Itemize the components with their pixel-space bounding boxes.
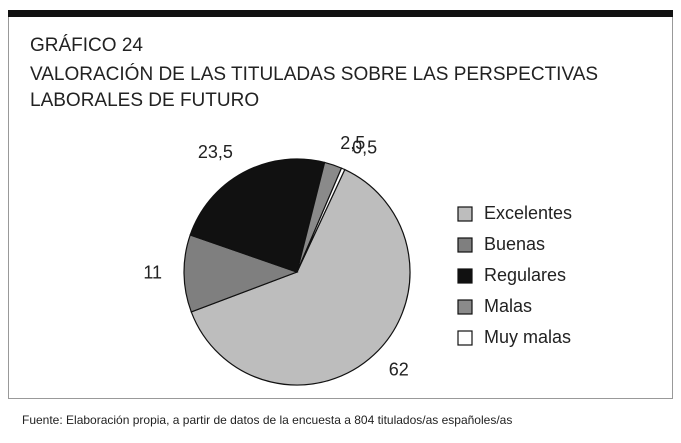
source-note: Fuente: Elaboración propia, a partir de … bbox=[22, 413, 512, 427]
legend-label: Buenas bbox=[484, 234, 545, 254]
legend-swatch bbox=[457, 206, 473, 222]
data-label: 11 bbox=[143, 263, 162, 283]
pie-slice bbox=[190, 168, 411, 386]
data-label: 0,5 bbox=[352, 138, 377, 158]
legend-label: Malas bbox=[484, 296, 532, 316]
pie-slice bbox=[189, 158, 326, 273]
chart-subtitle: LABORALES DE FUTURO bbox=[30, 90, 259, 111]
pie-slice bbox=[183, 234, 299, 313]
chart-subtitle: VALORACIÓN DE LAS TITULADAS SOBRE LAS PE… bbox=[30, 63, 598, 85]
legend-swatch bbox=[457, 299, 473, 315]
chart-title: GRÁFICO 24 bbox=[30, 35, 143, 56]
pie-slice bbox=[296, 167, 346, 273]
data-label: 23,5 bbox=[198, 142, 233, 162]
data-label: 62 bbox=[389, 360, 409, 380]
legend-swatch bbox=[457, 268, 473, 284]
legend-label: Regulares bbox=[484, 265, 566, 285]
top-border bbox=[8, 10, 673, 17]
legend-swatch bbox=[457, 330, 473, 346]
legend-swatch bbox=[457, 237, 473, 253]
legend-label: Excelentes bbox=[484, 203, 572, 223]
data-label: 2,5 bbox=[340, 133, 365, 153]
legend-label: Muy malas bbox=[484, 327, 571, 347]
